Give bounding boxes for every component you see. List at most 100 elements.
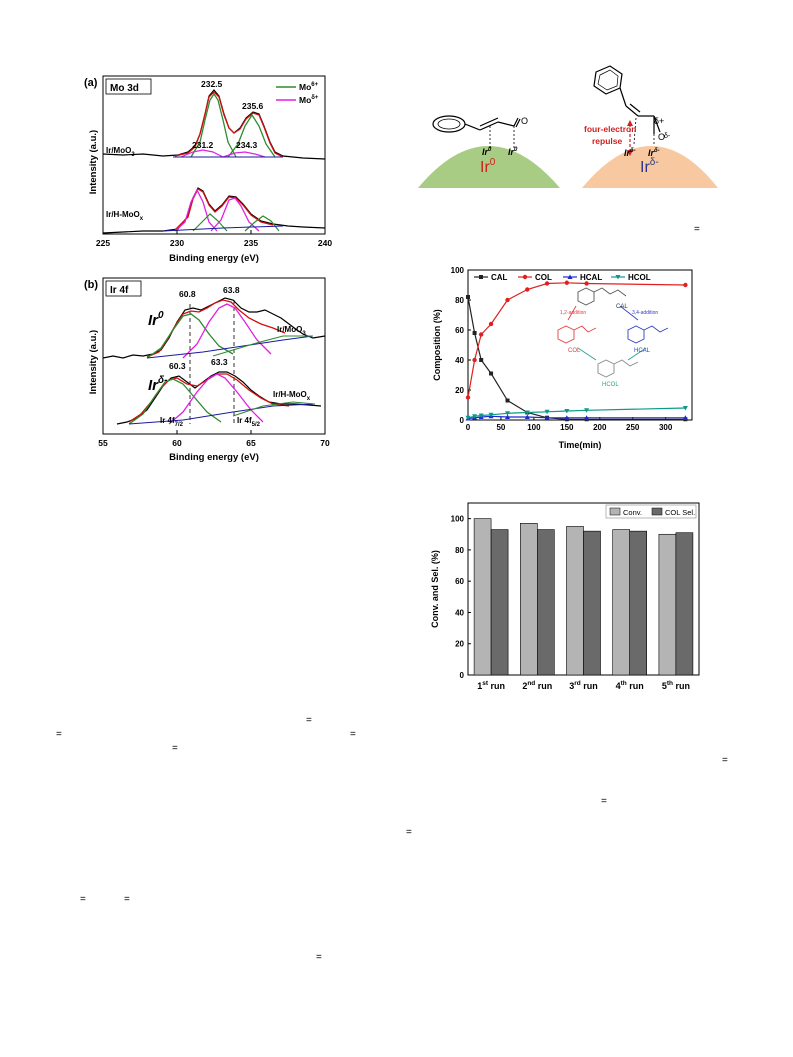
mo-bot-mod-2 xyxy=(210,197,260,232)
left-atom-1: Ir0 xyxy=(482,147,492,157)
panel-label-a: (a) xyxy=(84,77,98,89)
kin-point-col xyxy=(472,357,477,363)
bar-sel-run-5 xyxy=(675,532,694,676)
kin-xlabel: Time(min) xyxy=(559,440,602,450)
bar-ytick-label: 0 xyxy=(460,671,465,680)
equals-glyph: = xyxy=(80,894,86,905)
mo-peak-235-6: 235.6 xyxy=(242,101,264,111)
ir-bot-data xyxy=(116,371,322,425)
equals-glyph: = xyxy=(172,743,178,754)
kin-point-hcol xyxy=(472,414,478,419)
bar-conv-run-3 xyxy=(566,526,584,676)
equals-glyph: = xyxy=(694,224,700,235)
mo-top-mo6-1 xyxy=(190,92,237,158)
mo-peak-232-5: 232.5 xyxy=(201,79,223,89)
ir-box-label xyxy=(105,280,142,297)
kin-point-hcol xyxy=(564,409,570,414)
ir-top-ir-2 xyxy=(182,303,272,359)
kin-series-line-hcal xyxy=(467,415,686,420)
ir-xtick-60: 60 xyxy=(172,438,182,448)
mo-bot-mo6-1 xyxy=(192,213,228,232)
ir-bot-base xyxy=(128,403,314,425)
kin-legend-col: COL xyxy=(535,273,552,282)
kin-point-col xyxy=(478,332,484,337)
adsorption-scheme: Ir0 O Ir0 Ir0 Irδ- O δ+ δ- four-electron… xyxy=(418,65,718,188)
bar-ytick-label: 60 xyxy=(455,577,464,586)
inset-col: COL xyxy=(568,348,581,354)
mo-bot-mod-1 xyxy=(174,188,218,232)
kin-point-hcol xyxy=(544,409,550,415)
bar-category-label: 1st run xyxy=(477,680,505,691)
kin-series-line-col xyxy=(467,282,686,398)
right-atom-2: Irδ- xyxy=(648,148,660,158)
kin-legend: CAL COL HCAL HCOL xyxy=(474,273,651,282)
kin-point-hcol xyxy=(505,411,511,416)
equals-glyph: = xyxy=(722,755,728,766)
kin-point-cal xyxy=(466,295,470,299)
mo-plot: Mo 3d Mo6+ Moδ+ 232.5 235.6 231.2 234.3 … xyxy=(96,75,332,264)
mo-xtick-225: 225 xyxy=(96,238,110,248)
kin-point-hcol xyxy=(465,415,471,421)
left-molecule xyxy=(432,115,521,148)
mo-box-text: Mo 3d xyxy=(110,83,139,94)
kin-xtick-label: 200 xyxy=(593,423,607,432)
repulse-label-1: four-electron xyxy=(584,124,636,134)
mo-xlabel: Binding energy (eV) xyxy=(169,253,259,264)
ir-peak-63-8: 63.8 xyxy=(223,285,240,295)
ir-plot: Ir 4f 60.8 63.8 60.3 63.3 Ir0 Irδ- Ir/Mo… xyxy=(98,277,330,463)
bar-legend: Conv. COL Sel. xyxy=(605,504,697,519)
bar-conv-run-1 xyxy=(473,518,492,676)
mo-top-mod-1 xyxy=(180,149,224,158)
equals-glyph: = xyxy=(316,952,322,963)
ir-top-base xyxy=(146,335,314,359)
equals-glyph: = xyxy=(306,715,312,726)
ir-peak-60-8: 60.8 xyxy=(179,289,196,299)
kin-ylabel: Composition (%) xyxy=(432,309,442,381)
mo-bot-fit xyxy=(174,188,274,231)
ir-bot-ir-2 xyxy=(168,373,264,425)
ir-orbital-72: Ir 4f7/2 xyxy=(160,416,184,428)
right-charge-neg: δ- xyxy=(664,133,671,140)
mo-top-mod-2 xyxy=(222,151,266,158)
bar-ylabel: Conv. and Sel. (%) xyxy=(430,550,440,628)
ir-peak-60-3: 60.3 xyxy=(169,361,186,371)
mo-top-fit xyxy=(174,91,284,158)
kin-point-hcol xyxy=(488,412,494,418)
kin-xtick-label: 100 xyxy=(527,423,541,432)
mo-bot-base xyxy=(162,225,284,232)
mo-bot-mo6-2 xyxy=(244,215,280,232)
kin-point-cal xyxy=(505,398,510,403)
kin-point-col xyxy=(584,281,589,286)
right-molecule xyxy=(593,65,661,145)
inset-cal: CAL xyxy=(616,304,628,310)
kin-point-col xyxy=(525,287,530,292)
left-dome-label: Ir0 xyxy=(480,157,496,176)
equals-glyph: = xyxy=(406,827,412,838)
inset-hcol: HCOL xyxy=(602,382,619,388)
ir-orbital-52: Ir 4f5/2 xyxy=(237,416,261,428)
bar-conv-run-2 xyxy=(519,523,538,676)
ir-state-top: Ir0 xyxy=(148,310,164,329)
mo-legend-d: Moδ+ xyxy=(299,95,319,105)
kin-ytick-label: 100 xyxy=(451,266,465,275)
kin-ytick-label: 20 xyxy=(455,386,464,395)
equals-glyph: = xyxy=(350,729,356,740)
kin-legend-hcal: HCAL xyxy=(580,273,602,282)
mo-xtick-235: 235 xyxy=(244,238,258,248)
ir-xtick-55: 55 xyxy=(98,438,108,448)
ir-xtick-65: 65 xyxy=(246,438,256,448)
bar-ytick-label: 80 xyxy=(455,546,464,555)
equals-glyph: = xyxy=(56,729,62,740)
equals-glyph: = xyxy=(601,796,607,807)
mo-xtick-240: 240 xyxy=(318,238,332,248)
ir-box-text: Ir 4f xyxy=(110,285,129,296)
ir-peak-63-3: 63.3 xyxy=(211,357,228,367)
kinetics-chart: 0 50 100 150 200 250 300 0 20 40 60 80 100 CAL COL H… xyxy=(432,266,693,450)
kin-point-hcal xyxy=(682,415,688,420)
ir-ylabel: Intensity (a.u.) xyxy=(88,330,99,394)
inset-hcal: HCAL xyxy=(634,348,651,354)
mo-sample-top: Ir/MoO3 xyxy=(106,146,135,158)
kin-point-col xyxy=(544,281,550,286)
bar-legend-conv: Conv. xyxy=(623,508,642,517)
kin-series-line-hcol xyxy=(467,407,686,419)
